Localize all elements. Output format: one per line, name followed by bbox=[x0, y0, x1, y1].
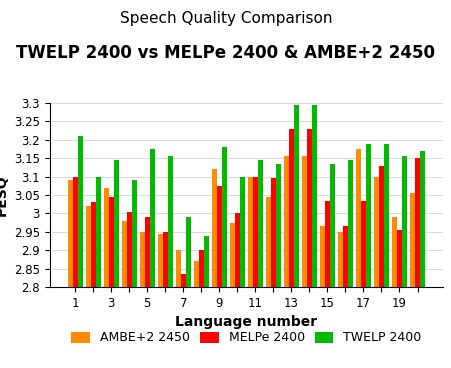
Bar bbox=[258, 160, 262, 368]
Bar bbox=[126, 212, 131, 368]
Bar bbox=[265, 197, 270, 368]
X-axis label: Language number: Language number bbox=[175, 315, 317, 329]
Bar bbox=[162, 232, 167, 368]
Bar bbox=[365, 144, 370, 368]
Bar bbox=[414, 158, 419, 368]
Bar bbox=[216, 186, 221, 368]
Bar bbox=[203, 236, 208, 368]
Bar bbox=[108, 197, 114, 368]
Legend: AMBE+2 2450, MELPe 2400, TWELP 2400: AMBE+2 2450, MELPe 2400, TWELP 2400 bbox=[66, 326, 426, 349]
Bar bbox=[355, 149, 360, 368]
Bar bbox=[301, 156, 306, 368]
Bar bbox=[180, 274, 185, 368]
Bar bbox=[91, 202, 96, 368]
Bar bbox=[85, 206, 91, 368]
Bar bbox=[293, 105, 298, 368]
Bar bbox=[121, 221, 126, 368]
Text: Speech Quality Comparison: Speech Quality Comparison bbox=[120, 11, 331, 26]
Bar bbox=[288, 129, 293, 368]
Bar bbox=[383, 144, 388, 368]
Bar bbox=[391, 217, 396, 368]
Bar bbox=[419, 151, 424, 368]
Bar bbox=[185, 217, 190, 368]
Bar bbox=[283, 156, 288, 368]
Bar bbox=[114, 160, 119, 368]
Bar bbox=[234, 213, 239, 368]
Bar bbox=[96, 177, 101, 368]
Bar bbox=[68, 180, 73, 368]
Bar bbox=[73, 177, 78, 368]
Bar bbox=[360, 201, 365, 368]
Bar bbox=[337, 232, 342, 368]
Bar bbox=[229, 223, 234, 368]
Bar bbox=[193, 261, 198, 368]
Bar bbox=[252, 177, 258, 368]
Bar bbox=[270, 178, 275, 368]
Bar bbox=[342, 226, 347, 368]
Bar bbox=[198, 250, 203, 368]
Bar bbox=[306, 129, 311, 368]
Bar bbox=[319, 226, 324, 368]
Bar bbox=[378, 166, 383, 368]
Bar bbox=[221, 147, 226, 368]
Bar bbox=[144, 217, 149, 368]
Bar bbox=[211, 169, 216, 368]
Bar bbox=[275, 164, 281, 368]
Bar bbox=[396, 230, 401, 368]
Bar bbox=[103, 188, 108, 368]
Bar bbox=[329, 164, 334, 368]
Bar bbox=[247, 177, 252, 368]
Bar bbox=[157, 234, 162, 368]
Text: TWELP 2400 vs MELPe 2400 & AMBE+2 2450: TWELP 2400 vs MELPe 2400 & AMBE+2 2450 bbox=[17, 44, 434, 62]
Bar bbox=[239, 177, 244, 368]
Bar bbox=[175, 250, 180, 368]
Bar bbox=[373, 177, 378, 368]
Bar bbox=[78, 136, 83, 368]
Bar bbox=[167, 156, 172, 368]
Y-axis label: PESQ: PESQ bbox=[0, 174, 8, 216]
Bar bbox=[401, 156, 406, 368]
Bar bbox=[324, 201, 329, 368]
Bar bbox=[409, 193, 414, 368]
Bar bbox=[131, 180, 137, 368]
Bar bbox=[149, 149, 154, 368]
Bar bbox=[311, 105, 316, 368]
Bar bbox=[347, 160, 352, 368]
Bar bbox=[139, 232, 144, 368]
